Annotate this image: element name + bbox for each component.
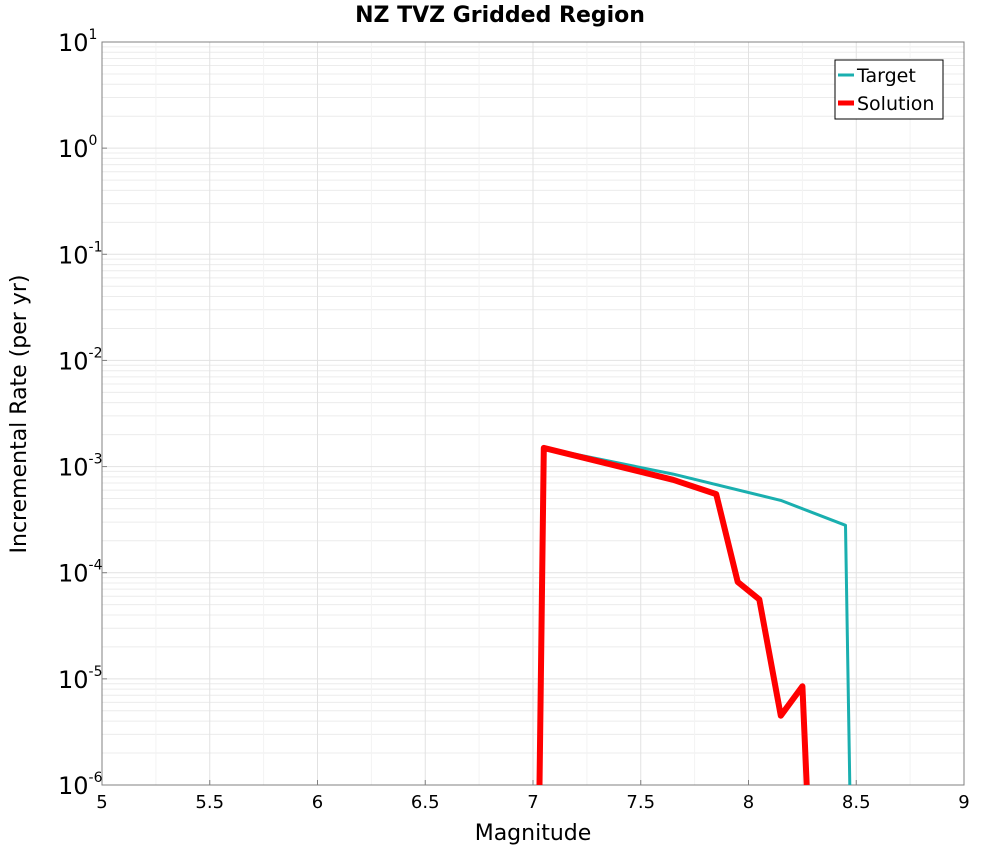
y-tick-label: 10-6 [58, 770, 103, 800]
legend-box [834, 59, 944, 120]
y-tick-label: 101 [58, 27, 97, 57]
legend-label-target: Target [856, 65, 916, 87]
x-tick-label: 8.5 [842, 792, 871, 813]
y-tick-label: 10-5 [58, 664, 103, 694]
x-tick-label: 6.5 [411, 792, 440, 813]
y-tick-label: 100 [58, 133, 97, 163]
y-tick-label: 10-2 [58, 345, 103, 375]
x-axis-label: Magnitude [475, 821, 592, 846]
chart-title: NZ TVZ Gridded Region [355, 3, 645, 28]
series-layer [536, 444, 852, 786]
x-axis-ticks: 5 5.5 6 6.5 7 7.5 8 8.5 9 [96, 780, 970, 813]
y-tick-label: 10-1 [58, 239, 103, 269]
series-line-solution [536, 444, 810, 786]
x-tick-label: 7.5 [626, 792, 655, 813]
x-tick-label: 5.5 [195, 792, 224, 813]
x-tick-label: 9 [958, 792, 969, 813]
y-tick-label: 10-4 [58, 558, 103, 588]
x-tick-label: 5 [96, 792, 107, 813]
y-axis-label: Incremental Rate (per yr) [7, 275, 32, 554]
x-tick-label: 6 [312, 792, 323, 813]
legend-label-solution: Solution [857, 93, 934, 115]
y-tick-label: 10-3 [58, 452, 103, 482]
y-axis-ticks: 10-6 10-5 10-4 10-3 10-2 10-1 100 101 [58, 27, 107, 800]
x-tick-label: 7 [527, 792, 538, 813]
legend: Target Solution [834, 59, 944, 120]
x-tick-label: 8 [743, 792, 754, 813]
